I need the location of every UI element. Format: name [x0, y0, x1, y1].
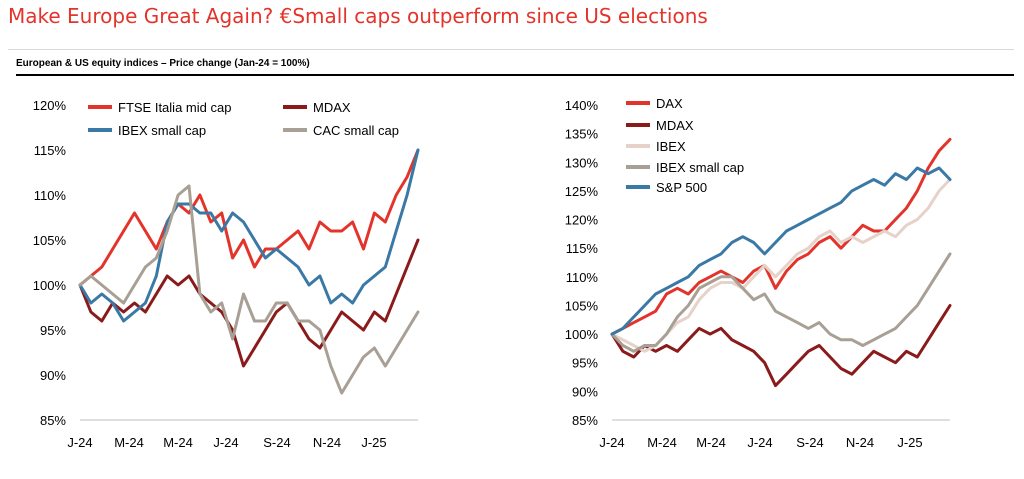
series-line-ibex-small-cap: [78, 148, 420, 323]
page-title: Make Europe Great Again? €Small caps out…: [8, 4, 708, 28]
legend-label: S&P 500: [656, 180, 707, 195]
y-tick-label: 90%: [572, 384, 598, 399]
series-line-cac-small-cap: [78, 184, 420, 395]
y-tick-label: 100%: [33, 278, 67, 293]
y-tick-label: 110%: [566, 270, 599, 285]
legend-label: IBEX small cap: [656, 160, 744, 175]
y-tick-label: 135%: [565, 127, 599, 142]
legend-label: IBEX small cap: [118, 123, 206, 138]
legend-label: DAX: [656, 96, 683, 111]
y-tick-label: 110%: [34, 188, 67, 203]
y-tick-label: 105%: [565, 298, 599, 313]
series-line-mdax: [78, 238, 420, 368]
series-line-dax: [610, 137, 952, 336]
y-tick-label: 85%: [572, 413, 598, 428]
x-tick-label: N-24: [313, 435, 341, 450]
y-tick-label: 105%: [33, 233, 67, 248]
series-line-mdax: [610, 304, 952, 388]
y-tick-label: 140%: [565, 98, 599, 113]
subtitle-divider: [16, 74, 1014, 76]
x-tick-label: J-24: [213, 435, 238, 450]
x-tick-label: J-25: [361, 435, 386, 450]
y-tick-label: 120%: [565, 213, 599, 228]
y-tick-label: 120%: [33, 98, 67, 113]
legend-label: MDAX: [313, 100, 351, 115]
legend-label: FTSE Italia mid cap: [118, 100, 231, 115]
x-tick-label: S-24: [263, 435, 290, 450]
title-divider: [8, 49, 1014, 50]
series-line-s-p-500: [610, 166, 952, 336]
chart-subtitle: European & US equity indices – Price cha…: [16, 58, 310, 69]
y-tick-label: 90%: [40, 368, 66, 383]
y-tick-label: 115%: [566, 241, 599, 256]
x-tick-label: J-24: [67, 435, 92, 450]
legend-label: IBEX: [656, 139, 686, 154]
series-line-ftse-italia-mid-cap: [78, 148, 420, 287]
y-tick-label: 125%: [565, 184, 599, 199]
x-tick-label: M-24: [647, 435, 677, 450]
x-tick-label: N-24: [846, 435, 874, 450]
x-tick-label: M-24: [163, 435, 193, 450]
x-tick-label: J-24: [747, 435, 772, 450]
y-tick-label: 130%: [565, 155, 599, 170]
x-tick-label: M-24: [114, 435, 144, 450]
y-tick-label: 100%: [565, 327, 599, 342]
x-tick-label: J-24: [599, 435, 624, 450]
y-tick-label: 95%: [40, 323, 66, 338]
y-tick-label: 85%: [40, 413, 66, 428]
y-tick-label: 95%: [572, 356, 598, 371]
legend-label: MDAX: [656, 118, 694, 133]
x-tick-label: M-24: [696, 435, 726, 450]
x-tick-label: S-24: [796, 435, 823, 450]
y-tick-label: 115%: [34, 143, 67, 158]
left-chart: 120%115%110%105%100%95%90%85%J-24 M-24 M-2…: [33, 98, 420, 450]
x-tick-label: J-25: [897, 435, 922, 450]
series-line-ibex-small-cap: [610, 252, 952, 353]
legend-label: CAC small cap: [313, 123, 399, 138]
